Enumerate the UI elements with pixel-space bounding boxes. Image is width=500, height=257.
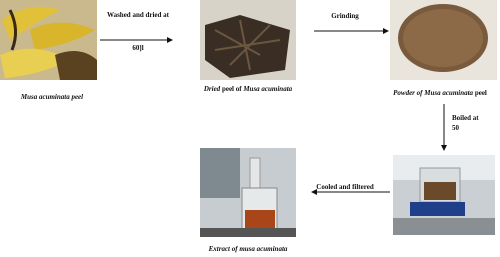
photo-dried-peel [200,0,296,80]
caption: Powder of Musa acuminata peel [393,89,487,97]
arrow-label: Cooled and filtered [316,183,374,191]
photo-banana-peel [0,0,97,80]
caption-part: peel of [220,85,243,93]
arrow-label: 60]l [132,44,143,52]
caption: Dried peel of Musa acuminata [203,85,293,93]
arrow-label: 50 [452,124,460,132]
photo-boiling [393,155,495,235]
caption-part: Musa acuminata [20,93,70,101]
caption-part: Musa acuminata [242,85,292,93]
caption: Extract of musa acuminata [208,245,288,253]
caption-part: Extract of [208,245,240,253]
caption-part: musa acuminata [239,245,288,253]
caption-part: Powder of [393,89,424,97]
caption-part: Dried [203,85,221,93]
caption-part: peel [473,89,487,97]
photo-extract [200,148,296,237]
photo-powder [390,0,497,80]
caption: Musa acuminata peel [20,93,83,101]
arrow-label: Washed and dried at [107,11,170,19]
caption-part: peel [70,93,83,101]
arrow-label: Grinding [331,12,359,20]
caption-part: Musa acuminata [423,89,473,97]
arrow-label: Boiled at [452,114,479,122]
